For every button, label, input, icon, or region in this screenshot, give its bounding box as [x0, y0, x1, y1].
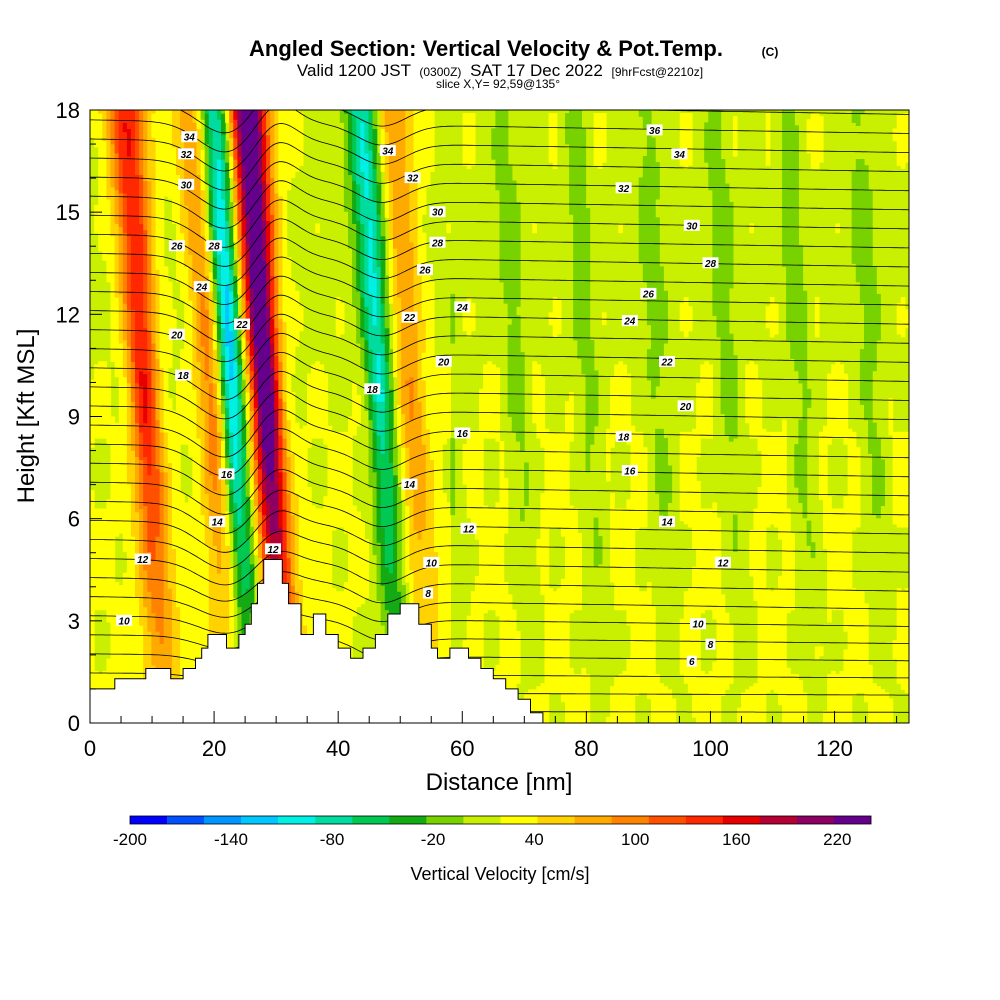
velocity-cell [98, 674, 103, 678]
velocity-cell [168, 398, 173, 402]
slice-label: slice X,Y= 92,59@135° [436, 77, 560, 91]
velocity-cell [168, 282, 173, 286]
subtitle-forecast: [9hrFcst@2210z] [612, 65, 704, 79]
velocity-cell [111, 417, 116, 421]
velocity-cell [172, 309, 177, 313]
velocity-cell [98, 361, 103, 365]
velocity-cell [184, 502, 189, 506]
velocity-cell [115, 582, 120, 586]
velocity-cell [106, 499, 111, 503]
chart-title: Angled Section: Vertical Velocity & Pot.… [249, 36, 723, 61]
velocity-cell [201, 150, 206, 154]
velocity-cell [94, 205, 99, 209]
velocity-cell [180, 349, 185, 353]
velocity-cell [123, 573, 128, 577]
velocity-cell [164, 266, 169, 270]
velocity-cell [102, 361, 107, 365]
velocity-cell [119, 585, 124, 589]
velocity-cell [102, 509, 107, 513]
velocity-cell [98, 509, 103, 513]
chart-title-unit: (C) [762, 45, 779, 59]
velocity-cell [94, 509, 99, 513]
velocity-cell [90, 490, 95, 494]
subtitle-valid: Valid 1200 JST [297, 61, 411, 80]
velocity-cell [106, 659, 111, 663]
